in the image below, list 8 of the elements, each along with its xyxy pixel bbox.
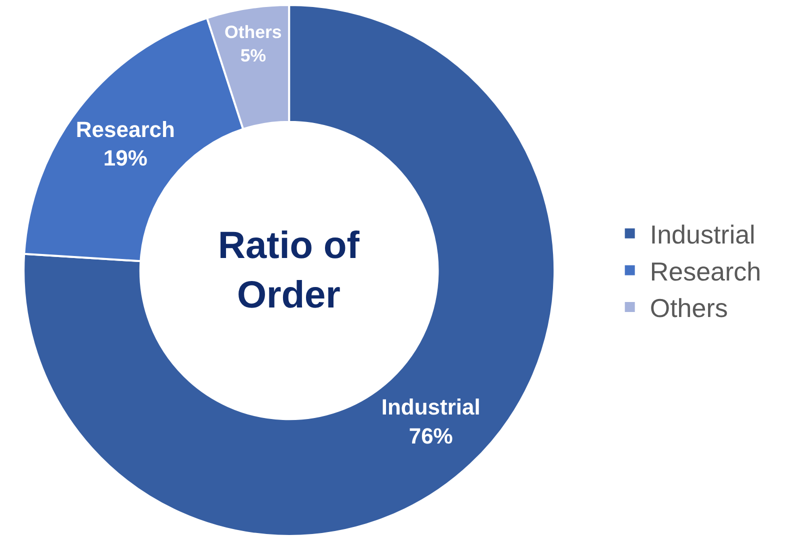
data-label: Research 19% (76, 116, 175, 170)
donut-slice (23, 4, 556, 537)
data-label: Industrial 76% (381, 394, 480, 448)
legend-label: Research (650, 256, 762, 286)
data-label: Others 5% (224, 22, 282, 66)
legend-label: Industrial (650, 220, 756, 250)
text: Ratio of Order (218, 225, 360, 316)
legend-label: Others (650, 293, 728, 324)
